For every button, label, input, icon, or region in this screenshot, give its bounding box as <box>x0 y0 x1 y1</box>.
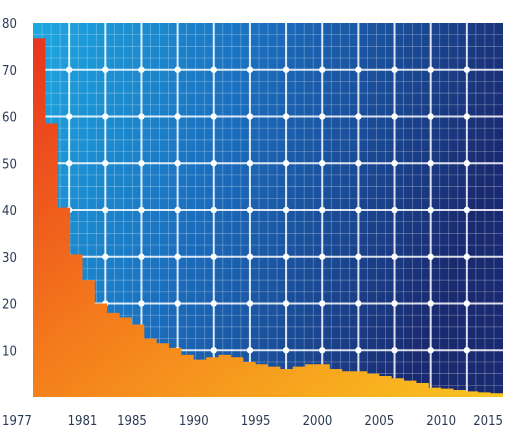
cell-corner-dot <box>427 347 434 354</box>
cell-corner-dot <box>463 206 471 214</box>
cell-corner-dot <box>427 160 434 167</box>
cell-corner-dot <box>355 206 362 214</box>
cell-corner-dot <box>174 160 181 167</box>
cell-corner-dot <box>246 300 254 307</box>
cell-corner-dot <box>355 160 362 167</box>
cell-corner-dot <box>391 206 398 214</box>
cell-corner-dot <box>427 113 434 120</box>
cell-corner-dot <box>282 253 290 260</box>
cell-corner-dot <box>210 253 217 260</box>
cell-corner-dot <box>102 206 109 214</box>
cell-corner-dot <box>138 113 145 120</box>
cell-corner-dot <box>355 113 362 120</box>
cell-corner-dot <box>319 253 326 260</box>
y-tick-label: 50 <box>2 157 17 172</box>
cell-corner-dot <box>355 347 362 354</box>
cell-corner-dot <box>391 66 398 73</box>
cell-corner-dot <box>138 206 145 214</box>
cell-corner-dot <box>427 66 434 73</box>
cell-corner-dot <box>319 347 326 354</box>
x-tick-label: 1990 <box>179 414 209 429</box>
cell-corner-dot <box>282 66 290 73</box>
cell-corner-dot <box>319 113 326 120</box>
cell-corner-dot <box>391 347 398 354</box>
cell-corner-dot <box>210 66 217 73</box>
cell-corner-dot <box>102 253 109 260</box>
y-tick-label: 70 <box>2 64 17 79</box>
cell-corner-dot <box>246 347 254 354</box>
cell-corner-dot <box>102 113 109 120</box>
x-tick-label: 2005 <box>364 414 394 429</box>
cell-corner-dot <box>427 300 434 307</box>
cell-corner-dot <box>174 206 181 214</box>
cell-corner-dot <box>391 160 398 167</box>
y-tick-label: 30 <box>2 251 17 266</box>
cell-corner-dot <box>65 113 73 120</box>
cell-corner-dot <box>138 253 145 260</box>
x-tick-label: 1981 <box>68 414 98 429</box>
cell-corner-dot <box>391 300 398 307</box>
cell-corner-dot <box>246 113 254 120</box>
price-area <box>33 38 503 398</box>
y-tick-label: 20 <box>2 298 17 313</box>
cell-corner-dot <box>319 300 326 307</box>
cell-corner-dot <box>246 66 254 73</box>
series-area <box>33 38 503 398</box>
cell-corner-dot <box>102 160 109 167</box>
cell-corner-dot <box>282 113 290 120</box>
cell-corner-dot <box>246 253 254 260</box>
cell-corner-dot <box>463 160 471 167</box>
cell-corner-dot <box>282 206 290 214</box>
cell-corner-dot <box>282 347 290 354</box>
cell-corner-dot <box>282 300 290 307</box>
cell-corner-dot <box>65 66 73 73</box>
x-tick-label: 1977 <box>2 414 32 429</box>
y-tick-label: 60 <box>2 111 17 126</box>
cell-corner-dot <box>65 160 73 167</box>
cell-corner-dot <box>319 160 326 167</box>
cell-corner-dot <box>463 347 471 354</box>
cell-corner-dot <box>355 66 362 73</box>
cell-corner-dot <box>463 253 471 260</box>
x-tick-label: 2015 <box>473 414 503 429</box>
cell-corner-dot <box>210 160 217 167</box>
cell-corner-dot <box>174 113 181 120</box>
cell-corner-dot <box>138 300 145 307</box>
x-tick-label: 1995 <box>241 414 271 429</box>
cell-corner-dot <box>102 66 109 73</box>
cell-corner-dot <box>282 160 290 167</box>
cell-corner-dot <box>210 206 217 214</box>
cell-corner-dot <box>210 300 217 307</box>
cell-corner-dot <box>138 66 145 73</box>
cell-corner-dot <box>463 300 471 307</box>
cell-corner-dot <box>391 113 398 120</box>
cell-corner-dot <box>427 253 434 260</box>
cell-corner-dot <box>463 66 471 73</box>
x-tick-label: 2010 <box>426 414 456 429</box>
cell-corner-dot <box>319 66 326 73</box>
y-tick-label: 10 <box>2 344 17 359</box>
x-tick-label: 1985 <box>117 414 147 429</box>
y-axis-ticks: 10 20 30 40 50 60 70 80 <box>2 17 17 359</box>
cell-corner-dot <box>246 206 254 214</box>
cell-corner-dot <box>138 160 145 167</box>
x-tick-label: 2000 <box>303 414 333 429</box>
cell-corner-dot <box>355 300 362 307</box>
cell-corner-dot <box>210 113 217 120</box>
cell-corner-dot <box>463 113 471 120</box>
cell-corner-dot <box>174 253 181 260</box>
cell-corner-dot <box>174 66 181 73</box>
cell-corner-dot <box>246 160 254 167</box>
cell-corner-dot <box>210 347 217 354</box>
y-tick-label: 40 <box>2 204 17 219</box>
cell-corner-dot <box>391 253 398 260</box>
cell-corner-dot <box>427 206 434 214</box>
y-tick-label: 80 <box>2 17 17 32</box>
cell-corner-dot <box>355 253 362 260</box>
cell-corner-dot <box>319 206 326 214</box>
x-axis-ticks: 1977 1981 1985 1990 1995 2000 2005 2010 2015 <box>2 414 503 429</box>
cell-corner-dot <box>174 300 181 307</box>
